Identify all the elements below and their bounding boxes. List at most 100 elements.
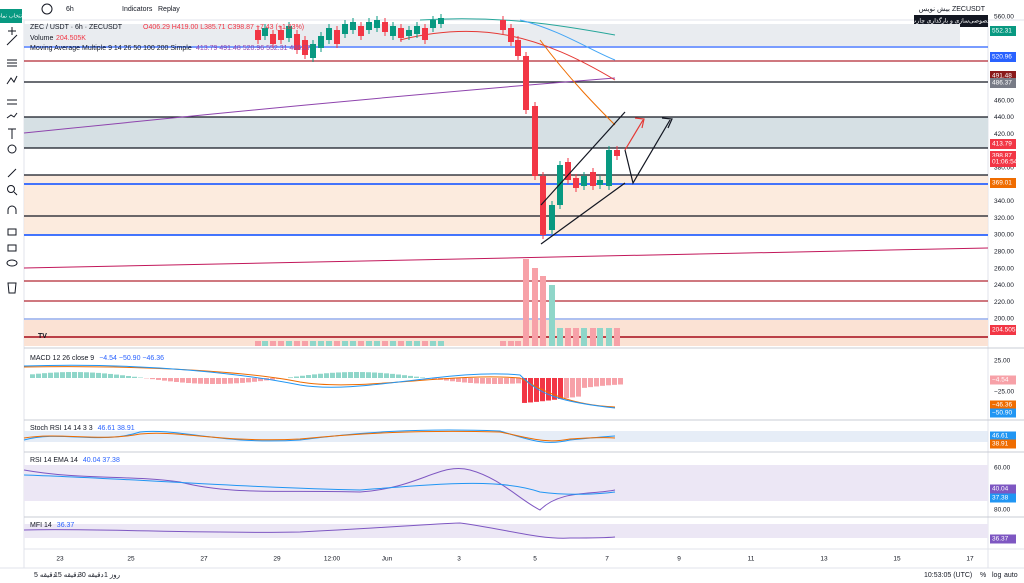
volume-bar xyxy=(597,328,603,346)
histogram-bar xyxy=(360,372,365,378)
price-tag xyxy=(990,151,1016,161)
histogram-bar xyxy=(246,378,251,383)
indicator-tag xyxy=(990,534,1016,544)
time-label: 13 xyxy=(820,556,828,563)
candle-body xyxy=(614,150,620,156)
indicators-button[interactable]: Indicators xyxy=(122,6,153,13)
macd-histogram xyxy=(30,372,623,403)
candle-body xyxy=(508,28,514,42)
legend-volume: Volume xyxy=(30,35,53,42)
histogram-bar xyxy=(546,378,551,401)
symbol-button-label[interactable]: انتخاب نماد xyxy=(0,12,24,19)
legend-symbol: ZEC / USDT · 6h · ZECUSDT xyxy=(30,24,123,31)
histogram-bar xyxy=(582,378,587,388)
price-tag-label: 413.79 xyxy=(992,141,1012,148)
price-tag-label: 491.48 xyxy=(992,73,1012,80)
histogram-bar xyxy=(288,377,293,378)
candle-body xyxy=(390,26,396,36)
rsi-ema xyxy=(23,474,616,495)
range-button[interactable]: 1 روز xyxy=(104,572,120,579)
range-button[interactable]: 5 دقیقه xyxy=(34,572,56,579)
histogram-bar xyxy=(468,378,473,383)
volume-bar xyxy=(334,341,340,346)
histogram-bar xyxy=(108,373,113,378)
time-label: 25 xyxy=(127,556,135,563)
macd-line xyxy=(23,364,616,409)
price-tag xyxy=(990,26,1016,36)
percent-toggle[interactable]: % xyxy=(980,572,986,579)
histogram-bar xyxy=(348,372,353,378)
time-label: 23 xyxy=(56,556,64,563)
candle-body xyxy=(262,28,268,36)
histogram-bar xyxy=(492,378,497,384)
candle-body xyxy=(557,165,563,205)
volume-bar xyxy=(318,341,324,346)
price-tag-label: 520.96 xyxy=(992,54,1012,61)
indicator-tag-label: 37.38 xyxy=(992,495,1009,502)
candle-body xyxy=(342,24,348,34)
interval[interactable]: 6h xyxy=(66,6,74,13)
price-tag xyxy=(990,178,1016,188)
price-label: 200.00 xyxy=(994,316,1014,323)
volume-bar xyxy=(590,328,596,346)
range-button[interactable]: 30 دقیقه xyxy=(78,572,104,579)
tool-icons[interactable] xyxy=(6,27,18,294)
volume-bar xyxy=(398,341,404,346)
price-tag-label: 552.31 xyxy=(992,28,1012,35)
histogram-bar xyxy=(78,372,83,378)
histogram-bar xyxy=(606,378,611,386)
candle-body xyxy=(606,150,612,186)
time-label: 5 xyxy=(533,556,537,563)
time-label: 11 xyxy=(748,556,755,563)
replay-button[interactable]: Replay xyxy=(158,6,180,13)
histogram-bar xyxy=(132,376,137,378)
histogram-bar xyxy=(324,373,329,378)
histogram-bar xyxy=(342,372,347,378)
candle-body xyxy=(310,44,316,58)
candle-body xyxy=(334,30,340,44)
histogram-bar xyxy=(312,374,317,378)
indicator-tag-label: −4.54 xyxy=(992,377,1009,384)
price-label: 440.00 xyxy=(994,114,1014,121)
add-symbol[interactable] xyxy=(41,3,53,15)
histogram-bar xyxy=(90,372,95,378)
auto-toggle[interactable]: auto xyxy=(1004,572,1018,579)
histogram-bar xyxy=(396,374,401,378)
volume-bar xyxy=(606,328,612,346)
histogram-bar xyxy=(432,378,437,380)
price-label: 340.00 xyxy=(994,198,1014,205)
legend-ohlc: O406.29 H419.00 L385.71 C398.87 +7.43 (+… xyxy=(143,24,304,31)
histogram-bar xyxy=(96,372,101,378)
indicator-tag xyxy=(990,484,1016,494)
price-tag-label: 01:06:54 xyxy=(992,159,1018,166)
indicator-tag xyxy=(990,375,1016,385)
histogram-bar xyxy=(600,378,605,386)
histogram-bar xyxy=(534,378,539,402)
range-button[interactable]: 15 دقیقه xyxy=(54,572,80,579)
time-label: 17 xyxy=(966,556,974,563)
volume-bar xyxy=(438,341,444,346)
candle-body xyxy=(278,30,284,40)
symbol-button[interactable] xyxy=(0,9,22,23)
histogram-bar xyxy=(270,378,275,380)
arrow xyxy=(624,117,645,151)
price-tag xyxy=(990,71,1016,81)
histogram-bar xyxy=(204,378,209,384)
log-toggle[interactable]: log xyxy=(992,572,1001,579)
histogram-bar xyxy=(84,372,89,378)
candle-body xyxy=(590,172,596,186)
price-tag xyxy=(990,78,1016,88)
price-label: 220.00 xyxy=(994,299,1014,306)
candle-body xyxy=(581,176,587,186)
histogram-bar xyxy=(192,378,197,384)
volume-bar xyxy=(565,328,571,346)
histogram-bar xyxy=(444,378,449,381)
candle-body xyxy=(500,20,506,30)
time-label: 27 xyxy=(200,556,208,563)
histogram-bar xyxy=(576,378,581,397)
candle-body xyxy=(286,26,292,38)
histogram-bar xyxy=(462,378,467,383)
price-tag xyxy=(990,325,1016,335)
histogram-bar xyxy=(234,378,239,384)
